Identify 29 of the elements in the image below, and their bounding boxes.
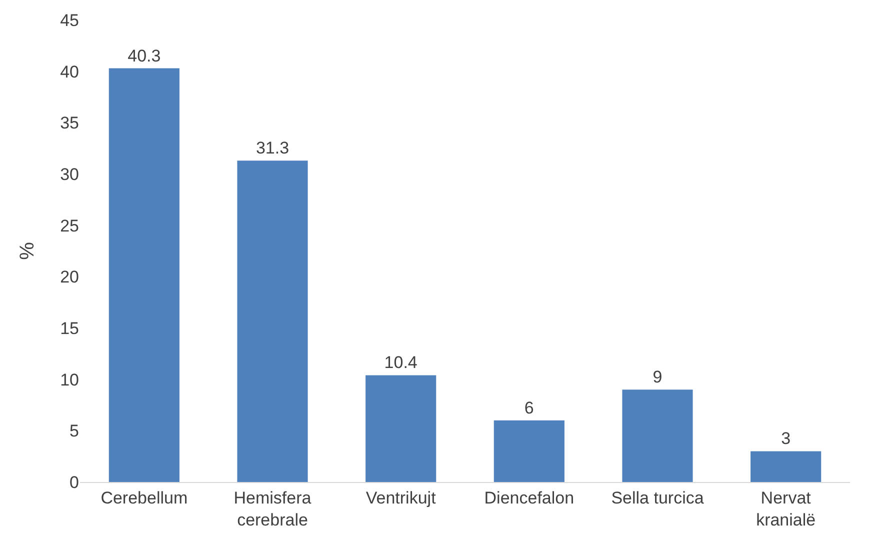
data-label: 40.3 (128, 46, 161, 66)
data-label: 6 (524, 398, 534, 418)
data-label: 31.3 (256, 138, 290, 158)
x-tick-label: Cerebellum (100, 488, 188, 508)
y-tick-label: 15 (60, 318, 79, 338)
y-tick-label: 20 (60, 268, 79, 287)
x-tick-label: Ventrikujt (366, 488, 436, 508)
bar (622, 390, 693, 482)
bar (237, 160, 308, 482)
y-tick-label: 35 (60, 114, 79, 133)
bar (108, 68, 180, 482)
x-tick-label: Diencefalon (484, 488, 574, 508)
x-tick-label: Sella turcica (611, 488, 704, 508)
y-tick-label: 45 (60, 10, 79, 30)
x-tick-label: Nervat kranialë (756, 488, 816, 530)
bar (750, 451, 822, 482)
bar (494, 420, 564, 482)
y-tick-label: 5 (70, 422, 79, 441)
y-tick-label: 40 (60, 62, 79, 82)
y-tick-label: 30 (60, 164, 79, 184)
y-axis-title: % (16, 242, 39, 260)
y-tick-label: 0 (70, 472, 79, 492)
data-label: 10.4 (384, 353, 418, 372)
x-tick-label: Hemisfera cerebrale (234, 488, 312, 530)
y-tick-label: 10 (60, 370, 79, 390)
bar (366, 375, 436, 482)
data-label: 3 (781, 429, 791, 448)
data-label: 9 (652, 368, 662, 387)
y-tick-label: 25 (60, 216, 79, 236)
